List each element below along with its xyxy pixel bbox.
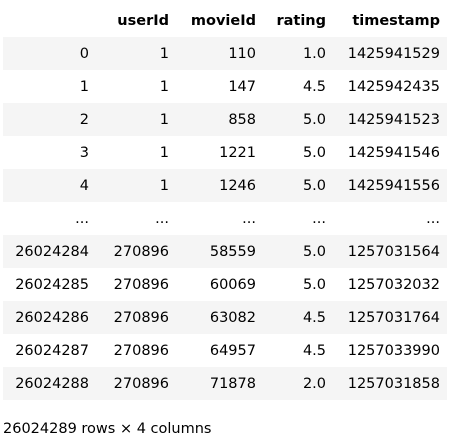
table-body: 0 1 110 1.0 1425941529 1 1 147 4.5 1425942435 2 1 85…: [3, 37, 447, 400]
column-header: userId: [117, 13, 169, 29]
table-cell: 5.0: [302, 111, 326, 128]
table-cell: 5.0: [302, 177, 326, 194]
table-cell: 2.0: [302, 375, 326, 392]
table-cell: 5.0: [302, 144, 326, 161]
column-header: rating: [276, 13, 326, 29]
table-cell: 1221: [219, 144, 256, 161]
table-cell: 1257032032: [347, 276, 440, 293]
table-cell: 1246: [219, 177, 256, 194]
header-row: userId movieId rating timestamp: [3, 5, 447, 37]
table-cell: 110: [228, 45, 256, 62]
column-header: timestamp: [352, 13, 440, 29]
table-cell: 1425941529: [347, 45, 440, 62]
table-cell: 270896: [113, 243, 169, 260]
table-row: 26024285 270896 60069 5.0 1257032032: [3, 268, 447, 301]
table-cell: 1.0: [302, 45, 326, 62]
table-row: 26024287 270896 64957 4.5 1257033990: [3, 334, 447, 367]
table-cell: 4.5: [302, 78, 326, 95]
table-cell: 1425942435: [347, 78, 440, 95]
dataframe-table: userId movieId rating timestamp 0 1 110 1.0 142…: [3, 5, 447, 400]
table-cell: ...: [242, 210, 256, 227]
table-row: 3 1 1221 5.0 1425941546: [3, 136, 447, 169]
table-cell: 270896: [113, 276, 169, 293]
row-index: 26024285: [15, 276, 89, 293]
row-index: 3: [79, 144, 89, 161]
table-cell: 64957: [209, 342, 256, 359]
table-header: userId movieId rating timestamp: [3, 5, 447, 37]
table-row: 0 1 110 1.0 1425941529: [3, 37, 447, 70]
table-cell: 5.0: [302, 276, 326, 293]
table-cell: 1257031764: [347, 309, 440, 326]
table-row: 26024286 270896 63082 4.5 1257031764: [3, 301, 447, 334]
row-index: 4: [79, 177, 89, 194]
row-index: 26024286: [15, 309, 89, 326]
table-cell: 1425941546: [347, 144, 440, 161]
table-row: ...............: [3, 202, 447, 235]
table-row: 4 1 1246 5.0 1425941556: [3, 169, 447, 202]
table-cell: 270896: [113, 342, 169, 359]
row-index: 1: [79, 78, 89, 95]
table-cell: 71878: [209, 375, 256, 392]
table-cell: 1: [159, 144, 169, 161]
shape-summary: 26024289 rows × 4 columns: [3, 421, 212, 437]
table-cell: 1: [159, 78, 169, 95]
table-row: 1 1 147 4.5 1425942435: [3, 70, 447, 103]
table-cell: ...: [155, 210, 169, 227]
table-cell: 5.0: [302, 243, 326, 260]
table-cell: 1: [159, 111, 169, 128]
table-cell: ...: [312, 210, 326, 227]
table-cell: 4.5: [302, 342, 326, 359]
table-row: 26024288 270896 71878 2.0 1257031858: [3, 367, 447, 400]
table-cell: 1: [159, 45, 169, 62]
table-cell: ...: [426, 210, 440, 227]
table-cell: 270896: [113, 309, 169, 326]
table-row: 2 1 858 5.0 1425941523: [3, 103, 447, 136]
table-cell: 1257033990: [347, 342, 440, 359]
table-cell: 1257031564: [347, 243, 440, 260]
table-cell: 1: [159, 177, 169, 194]
table-cell: 147: [228, 78, 256, 95]
table-cell: 270896: [113, 375, 169, 392]
table-row: 26024284 270896 58559 5.0 1257031564: [3, 235, 447, 268]
table-cell: 1425941556: [347, 177, 440, 194]
row-index: 0: [79, 45, 89, 62]
index-header: [3, 5, 96, 37]
row-index: 26024284: [15, 243, 89, 260]
table-cell: 58559: [209, 243, 256, 260]
table-cell: 63082: [209, 309, 256, 326]
row-index: 26024288: [15, 375, 89, 392]
row-index: 26024287: [15, 342, 89, 359]
table-cell: 1257031858: [347, 375, 440, 392]
table-cell: 4.5: [302, 309, 326, 326]
table-cell: 60069: [209, 276, 256, 293]
row-index: ...: [75, 210, 89, 227]
column-header: movieId: [190, 13, 256, 29]
table-cell: 858: [228, 111, 256, 128]
table-cell: 1425941523: [347, 111, 440, 128]
row-index: 2: [79, 111, 89, 128]
